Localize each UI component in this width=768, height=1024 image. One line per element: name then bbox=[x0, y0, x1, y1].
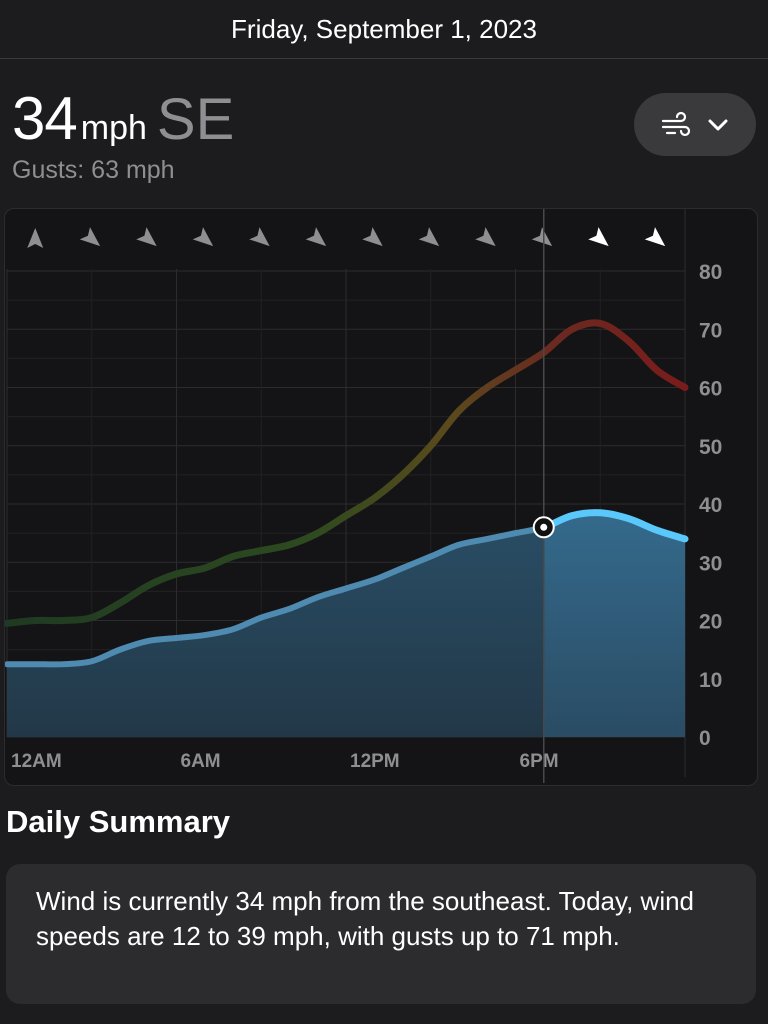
wind-series-line bbox=[5, 524, 544, 668]
direction-arrow-icon bbox=[588, 227, 609, 247]
wind-area-future bbox=[543, 512, 685, 737]
y-tick-label: 50 bbox=[699, 436, 722, 459]
direction-arrow-icon bbox=[644, 227, 666, 247]
x-tick-label: 12AM bbox=[11, 751, 62, 772]
daily-summary-text: Wind is currently 34 mph from the southe… bbox=[36, 886, 695, 951]
current-wind-readout: 34 mph SE bbox=[12, 84, 234, 153]
direction-arrow-icon bbox=[136, 227, 157, 247]
current-speed-unit: mph bbox=[80, 109, 147, 147]
direction-arrow-icon bbox=[27, 228, 44, 248]
wind-chart[interactable]: 80 70 60 50 40 30 20 10 0 12AM 6AM 12PM 6PM bbox=[5, 209, 757, 785]
y-tick-label: 70 bbox=[699, 319, 722, 342]
x-tick-label: 6PM bbox=[520, 751, 559, 772]
y-tick-label: 40 bbox=[699, 494, 722, 517]
current-point-dot bbox=[540, 523, 548, 531]
y-tick-label: 30 bbox=[699, 552, 722, 575]
wind-series-line-forecast bbox=[543, 509, 689, 543]
daily-summary-card: Wind is currently 34 mph from the southe… bbox=[6, 864, 756, 1004]
y-tick-label: 60 bbox=[699, 378, 722, 401]
x-tick-label: 12PM bbox=[350, 751, 400, 772]
metric-picker-button[interactable] bbox=[634, 93, 756, 156]
y-tick-label: 0 bbox=[699, 727, 711, 750]
current-gusts: Gusts: 63 mph bbox=[12, 156, 175, 184]
direction-arrow-icon bbox=[192, 227, 214, 247]
current-wind-direction: SE bbox=[156, 87, 235, 152]
direction-arrow-icon bbox=[418, 227, 440, 247]
direction-arrow-icon bbox=[79, 227, 101, 247]
direction-arrow-icon bbox=[305, 227, 327, 247]
date-header: Friday, September 1, 2023 bbox=[0, 0, 768, 59]
y-tick-label: 10 bbox=[699, 669, 722, 692]
current-speed-value: 34 bbox=[12, 85, 78, 152]
x-tick-label: 6AM bbox=[181, 751, 221, 772]
y-tick-label: 80 bbox=[699, 261, 722, 284]
direction-arrow-icon bbox=[249, 227, 270, 247]
wind-chart-card[interactable]: 80 70 60 50 40 30 20 10 0 12AM 6AM 12PM 6PM bbox=[4, 208, 758, 786]
daily-summary-title: Daily Summary bbox=[6, 804, 230, 839]
chevron-down-icon bbox=[707, 117, 729, 133]
direction-arrow-icon bbox=[531, 227, 553, 247]
y-tick-label: 20 bbox=[699, 611, 722, 634]
direction-arrow-icon bbox=[362, 227, 383, 247]
wind-area-past bbox=[7, 527, 544, 737]
wind-icon bbox=[661, 111, 693, 139]
direction-arrow-icon bbox=[475, 227, 496, 247]
date-label: Friday, September 1, 2023 bbox=[231, 13, 537, 44]
gust-series-line bbox=[5, 319, 689, 627]
